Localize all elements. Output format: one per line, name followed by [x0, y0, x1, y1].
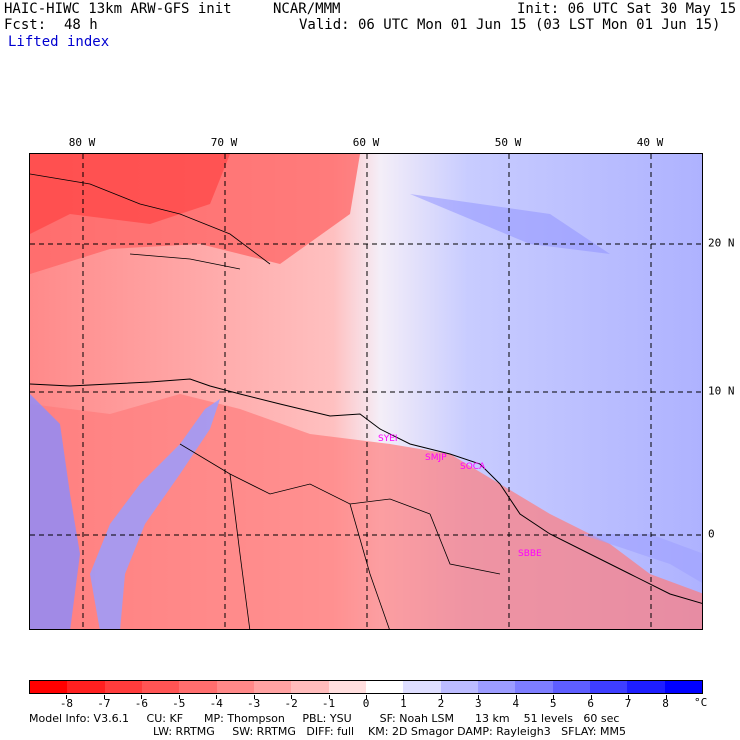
- country-borders: [179, 443, 501, 629]
- lifted-index-field: SYEI SMJP SOCA SBBE: [30, 154, 702, 629]
- colorbar-tick-label: -3: [247, 697, 261, 710]
- lon-label-70w: 70 W: [210, 136, 238, 149]
- colorbar-tick: [328, 695, 330, 699]
- model-title: HAIC-HIWC 13km ARW-GFS init: [4, 1, 232, 17]
- colorbar-tick-label: -8: [59, 697, 74, 710]
- organization: NCAR/MMM: [273, 1, 341, 17]
- lat-label-eq: 0: [708, 527, 715, 541]
- colorbar-swatch: [216, 681, 254, 693]
- colorbar-tick: [216, 695, 218, 699]
- colorbar-tick-label: -7: [97, 697, 111, 710]
- lon-label-50w: 50 W: [494, 136, 522, 149]
- colorbar-tick: [103, 695, 105, 699]
- model-info-line2: LW: RRTMG SW: RRTMG DIFF: full KM: 2D Sm…: [153, 725, 626, 738]
- station-label: SOCA: [460, 462, 486, 472]
- lon-label-60w: 60 W: [352, 136, 380, 149]
- colorbar-tick-label: -2: [284, 697, 298, 710]
- colorbar-swatch: [30, 681, 68, 693]
- colorbar-swatch: [291, 681, 329, 693]
- colorbar-tick: [253, 695, 255, 699]
- colorbar-tick-label: 6: [587, 697, 594, 710]
- colorbar-tick-label: -4: [209, 697, 223, 710]
- colorbar-tick-label: 4: [512, 697, 520, 710]
- colorbar-tick: [440, 695, 442, 699]
- colorbar-swatch: [104, 681, 142, 693]
- colorbar-tick-label: -6: [134, 697, 148, 710]
- pacific-stable-region: [30, 394, 80, 629]
- map-panel: SYEI SMJP SOCA SBBE: [29, 153, 703, 630]
- forecast-label: Fcst:: [4, 17, 47, 33]
- station-label: SMJP: [425, 453, 447, 463]
- colorbar-tick-label: 0: [362, 697, 370, 710]
- field-name: Lifted index: [8, 34, 110, 50]
- colorbar-tick: [66, 695, 68, 699]
- colorbar-tick-label: 5: [549, 697, 557, 710]
- station-label: SBBE: [518, 549, 542, 559]
- colorbar-swatch: [664, 681, 702, 693]
- valid-time: Valid: 06 UTC Mon 01 Jun 15 (03 LST Mon …: [299, 17, 721, 33]
- unstable-region-south-america: [30, 394, 702, 629]
- andes-stable-band: [90, 399, 220, 629]
- colorbar-tick-label: 3: [475, 697, 482, 710]
- colorbar-tick: [291, 695, 293, 699]
- colorbar-tick: [178, 695, 180, 699]
- init-time: Init: 06 UTC Sat 30 May 15: [517, 1, 737, 17]
- colorbar-swatch: [328, 681, 366, 693]
- colorbar-swatch: [365, 681, 404, 693]
- colorbar-tick-label: 7: [624, 697, 632, 710]
- colorbar-tick: [553, 695, 555, 699]
- colorbar-swatch: [253, 681, 292, 693]
- colorbar-tick-label: 1: [400, 697, 407, 710]
- colorbar-tick: [628, 695, 630, 699]
- colorbar-swatch: [67, 681, 105, 693]
- colorbar-tick: [665, 695, 667, 699]
- colorbar-swatch: [477, 681, 516, 693]
- colorbar-tick-label: -1: [321, 697, 336, 710]
- colorbar-swatch: [552, 681, 590, 693]
- coastline: [30, 378, 702, 604]
- colorbar-swatch: [515, 681, 553, 693]
- lon-label-40w: 40 W: [636, 136, 664, 149]
- colorbar-tick: [515, 695, 517, 699]
- colorbar-tick: [141, 695, 143, 699]
- lat-label-10n: 10 N: [708, 384, 735, 398]
- colorbar-swatch: [627, 681, 665, 693]
- colorbar-tick-label: 2: [437, 697, 445, 710]
- colorbar: [29, 680, 703, 694]
- colorbar-tick: [366, 695, 367, 699]
- south-atlantic-stable-streak: [580, 534, 702, 583]
- colorbar-swatch: [179, 681, 217, 693]
- model-info-line1: Model Info: V3.6.1 CU: KF MP: Thompson P…: [29, 712, 620, 725]
- colorbar-tick: [590, 695, 592, 699]
- colorbar-swatch: [589, 681, 628, 693]
- colorbar-tick-label: 8: [662, 697, 669, 710]
- colorbar-unit: °C: [694, 696, 708, 709]
- caribbean-islands-outline: [30, 173, 271, 270]
- atlantic-stable-streak: [410, 194, 610, 254]
- lat-label-20n: 20 N: [708, 236, 735, 250]
- colorbar-swatch: [403, 681, 441, 693]
- colorbar-tick: [478, 695, 480, 699]
- station-label: SYEI: [378, 434, 398, 444]
- colorbar-tick: [403, 695, 405, 699]
- colorbar-tick-label: -5: [172, 697, 186, 710]
- colorbar-swatch: [141, 681, 180, 693]
- graticule: [30, 154, 702, 629]
- lon-label-80w: 80 W: [68, 136, 96, 149]
- forecast-hour: 48 h: [64, 17, 98, 33]
- colorbar-swatch: [440, 681, 478, 693]
